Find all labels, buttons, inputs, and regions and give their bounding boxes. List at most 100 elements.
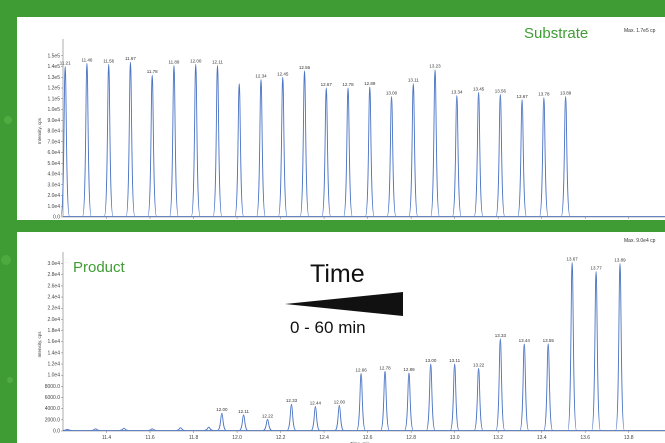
substrate-peak-label: 12.11 (212, 59, 223, 64)
substrate-y-tick-label: 2.0e4 (47, 193, 60, 199)
product-x-tick-label: 12.4 (319, 435, 329, 441)
substrate-peak-label: 13.56 (495, 88, 507, 93)
product-y-tick-label: 2.4e4 (47, 295, 60, 301)
product-x-axis-title: Time, min (350, 441, 370, 443)
product-peak-label: 13.89 (614, 258, 626, 263)
product-peak-label: 12.22 (262, 413, 274, 418)
substrate-peak (430, 69, 440, 217)
product-y-tick-label: 1.4e4 (47, 350, 60, 356)
product-peak (495, 338, 506, 431)
substrate-peak (408, 83, 419, 217)
substrate-peak-label: 12.56 (299, 65, 311, 70)
product-x-tick-label: 13.2 (493, 435, 503, 441)
product-y-tick-label: 2.0e4 (47, 317, 60, 323)
substrate-y-tick-label: 1.3e5 (47, 75, 60, 81)
product-x-tick-label: 11.4 (102, 435, 112, 441)
substrate-peak (539, 97, 549, 217)
product-peak (119, 427, 129, 431)
product-x-tick-label: 12.0 (232, 435, 242, 441)
product-peak (380, 370, 390, 431)
substrate-y-tick-label: 6.0e4 (47, 150, 60, 156)
substrate-y-tick-label: 5.0e4 (47, 161, 60, 167)
product-y-tick-label: 8000.0 (45, 384, 61, 390)
product-peak (204, 426, 214, 431)
time-arrow-title: Time (310, 260, 365, 288)
product-peak-label: 12.44 (310, 400, 322, 405)
substrate-peak-label: 11.21 (60, 61, 71, 66)
substrate-peak (212, 64, 223, 217)
substrate-peak-label: 13.11 (408, 78, 419, 83)
product-x-tick-label: 13.0 (450, 435, 460, 441)
product-y-tick-label: 0.0 (53, 429, 60, 435)
substrate-y-tick-label: 1.5e5 (47, 53, 60, 59)
substrate-y-tick-label: 3.0e4 (47, 182, 60, 188)
substrate-peak (452, 95, 462, 217)
product-x-tick-label: 13.4 (537, 435, 547, 441)
substrate-chart: 0.0 1.0e4 2.0e4 3.0e4 4.0e4 5.0e4 6.0e4 7.0e4 8.… (37, 39, 665, 221)
substrate-peak (365, 86, 375, 217)
product-y-tick-label: 6000.0 (45, 395, 61, 401)
product-peak-label: 13.11 (449, 358, 460, 363)
product-y-tick-label: 4000.0 (45, 406, 61, 412)
substrate-y-tick-label: 1.4e5 (47, 64, 60, 70)
product-peak-label: 13.77 (590, 265, 602, 270)
substrate-peak-label: 13.00 (386, 91, 398, 96)
product-x-tick-label: 11.8 (189, 435, 199, 441)
product-peak-label: 13.67 (567, 256, 579, 261)
product-max-intensity: Max. 9.0e4 cp (624, 238, 656, 244)
substrate-peak-label: 11.56 (103, 58, 114, 63)
substrate-peak (386, 96, 397, 217)
substrate-peak (169, 64, 179, 217)
product-peak (176, 427, 185, 431)
substrate-label: Substrate (524, 25, 589, 42)
product-y-tick-label: 3.0e4 (47, 261, 60, 267)
product-peak (356, 373, 366, 431)
product-chart: 0.0 2000.0 4000.0 6000.0 8000.0 1.0e4 1.2e4 1.4… (37, 252, 665, 443)
substrate-y-tick-label: 1.0e5 (47, 107, 60, 113)
product-peak (286, 403, 297, 431)
product-y-tick-label: 1.8e4 (47, 328, 60, 334)
product-peak-label: 12.00 (216, 407, 228, 412)
product-y-tick-label: 1.6e4 (47, 339, 60, 345)
substrate-peak (473, 91, 484, 217)
product-y-tick-label: 2.6e4 (47, 283, 60, 289)
product-y-tick-label: 1.2e4 (47, 362, 60, 368)
product-x-tick-label: 12.8 (406, 435, 416, 441)
substrate-max-intensity: Max. 1.7e5 cp (624, 28, 656, 34)
product-y-tick-label: 1.0e4 (47, 373, 60, 379)
substrate-peak (103, 63, 114, 217)
product-label: Product (73, 259, 125, 276)
product-peak-label: 13.00 (425, 358, 437, 363)
substrate-y-tick-label: 0.0 (53, 215, 60, 221)
substrate-peak-label: 12.00 (190, 58, 202, 63)
product-peak-label: 13.55 (543, 338, 555, 343)
product-peak-label: 13.44 (519, 338, 531, 343)
product-peak (615, 263, 625, 431)
substrate-peak-label: 11.67 (125, 56, 136, 61)
substrate-peak (277, 76, 288, 217)
product-peak (404, 372, 414, 431)
time-arrow-wedge (285, 292, 403, 316)
product-peak (567, 262, 577, 431)
product-peak-label: 12.33 (286, 398, 298, 403)
product-y-tick-label: 2.8e4 (47, 272, 60, 278)
substrate-peak-label: 12.45 (277, 71, 289, 76)
substrate-peak-label: 13.78 (538, 92, 550, 97)
substrate-peak (321, 87, 332, 217)
substrate-peak (82, 62, 92, 217)
product-y-tick-label: 2.2e4 (47, 306, 60, 312)
product-peak-label: 13.22 (473, 362, 485, 367)
substrate-peak (560, 96, 571, 217)
substrate-peak (343, 87, 353, 217)
substrate-y-tick-label: 4.0e4 (47, 172, 60, 178)
product-peak (334, 404, 345, 431)
substrate-peak-label: 12.89 (364, 81, 376, 86)
product-peak-label: 12.89 (403, 367, 415, 372)
product-x-tick-label: 13.6 (580, 435, 590, 441)
substrate-y-tick-label: 1.1e5 (47, 96, 60, 102)
substrate-peak-label: 11.78 (147, 69, 158, 74)
substrate-peak (517, 99, 527, 217)
product-peak (310, 405, 321, 431)
substrate-y-tick-label: 1.2e5 (47, 86, 60, 92)
substrate-peak-label: 13.67 (516, 94, 528, 99)
